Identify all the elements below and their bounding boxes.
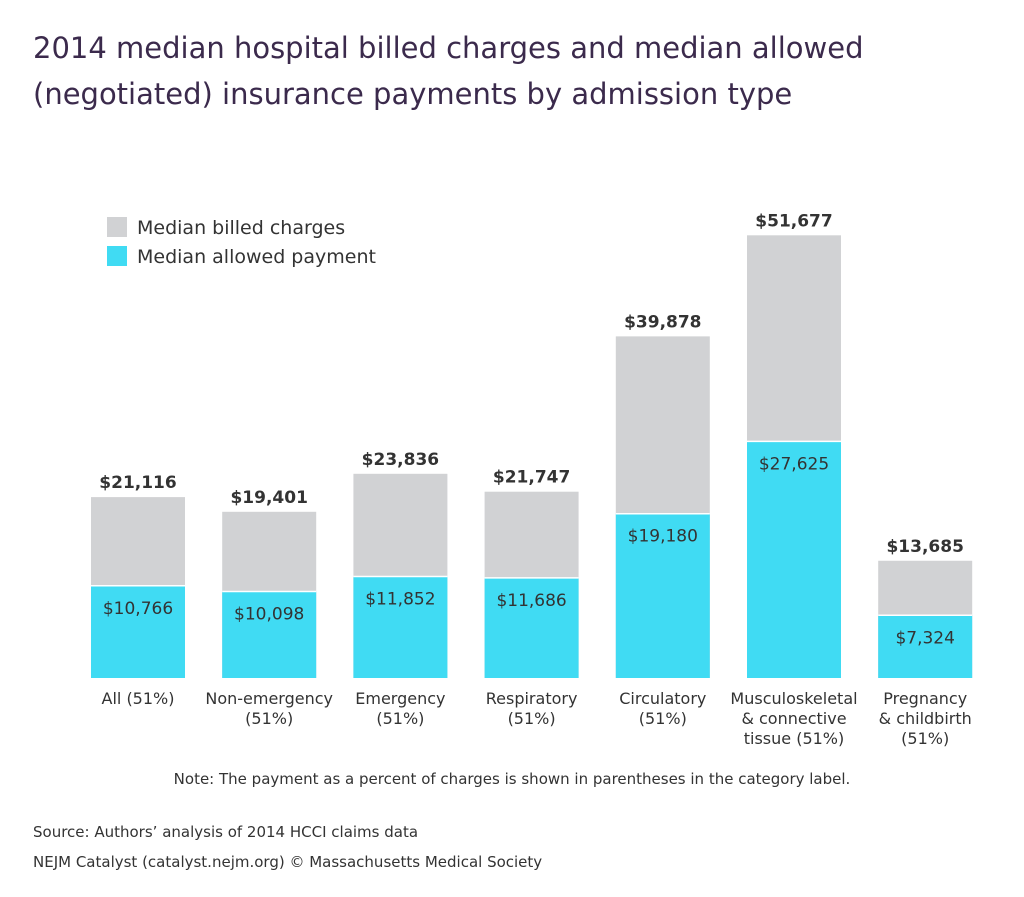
bar-allowed [353, 576, 448, 678]
legend-swatch-billed [107, 217, 127, 237]
source-text: Source: Authors’ analysis of 2014 HCCI c… [33, 823, 418, 841]
chart-note: Note: The payment as a percent of charge… [174, 770, 851, 788]
chart-title-line-1: 2014 median hospital billed charges and … [33, 31, 864, 65]
data-label-billed: $21,116 [99, 473, 176, 493]
legend-label-billed: Median billed charges [137, 217, 345, 239]
category-label: Circulatory [619, 689, 706, 708]
category-label: Pregnancy [883, 689, 967, 708]
data-label-billed: $23,836 [362, 450, 439, 470]
data-label-allowed: $11,686 [496, 591, 566, 611]
bar-allowed [747, 441, 841, 678]
data-label-billed: $39,878 [624, 312, 701, 332]
bar-allowed [615, 513, 710, 678]
category-label: & childbirth [879, 709, 972, 728]
category-label: (51%) [901, 729, 949, 748]
bar-allowed [484, 577, 579, 678]
credit-text: NEJM Catalyst (catalyst.nejm.org) © Mass… [33, 853, 542, 871]
bar-allowed [91, 585, 185, 678]
category-label: Musculoskeletal [730, 689, 857, 708]
category-label: & connective [741, 709, 846, 728]
chart-title-line-2: (negotiated) insurance payments by admis… [33, 77, 792, 111]
legend-label-allowed: Median allowed payment [137, 246, 376, 268]
data-label-billed: $51,677 [755, 211, 832, 231]
category-label: Emergency [355, 689, 445, 708]
category-label: (51%) [508, 709, 556, 728]
data-label-allowed: $27,625 [759, 454, 829, 474]
legend-swatch-allowed [107, 246, 127, 266]
data-label-allowed: $11,852 [365, 589, 435, 609]
category-label: tissue (51%) [744, 729, 845, 748]
category-label: (51%) [639, 709, 687, 728]
bar-allowed [222, 591, 317, 678]
category-label: All (51%) [102, 689, 175, 708]
data-label-allowed: $10,098 [234, 604, 304, 624]
data-label-billed: $13,685 [886, 537, 963, 557]
data-label-allowed: $19,180 [628, 527, 698, 547]
data-label-allowed: $7,324 [895, 628, 954, 648]
data-label-billed: $19,401 [230, 488, 307, 508]
category-label: Non-emergency [205, 689, 333, 708]
category-label: (51%) [245, 709, 293, 728]
bar-allowed [878, 615, 973, 678]
data-label-allowed: $10,766 [103, 599, 173, 619]
category-label: Respiratory [486, 689, 578, 708]
bars: $21,116 $10,766 All (51%) $19,401 $10,098 Non… [91, 211, 973, 748]
data-label-billed: $21,747 [493, 468, 570, 488]
category-label: (51%) [376, 709, 424, 728]
legend: Median billed charges Median allowed pay… [107, 217, 376, 268]
